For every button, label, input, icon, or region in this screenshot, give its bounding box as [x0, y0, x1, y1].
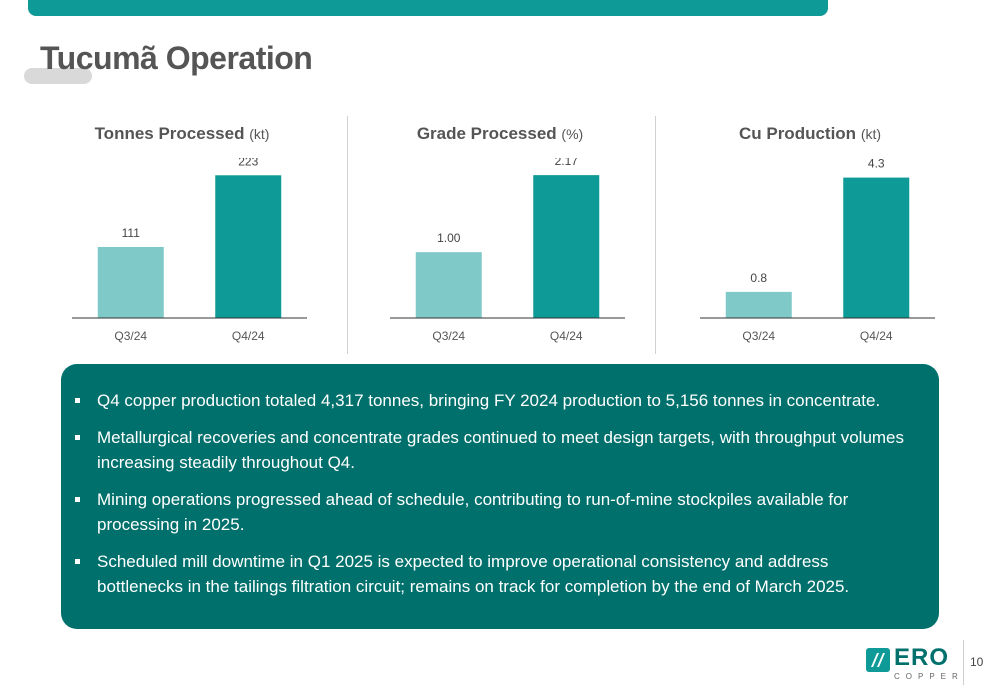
bullet-square-icon: [75, 398, 80, 403]
chart-title: Grade Processed (%): [350, 124, 650, 144]
chart-title-unit: (%): [561, 126, 584, 142]
bullet-square-icon: [75, 559, 80, 564]
chart-title-text: Grade Processed: [416, 124, 557, 143]
chart-title-text: Cu Production: [738, 124, 857, 143]
bar-q3-24: [97, 246, 164, 318]
bar-q4-24: [843, 177, 910, 318]
bullet-text: Metallurgical recoveries and concentrate…: [97, 428, 905, 472]
chart-title-text: Tonnes Processed: [94, 124, 245, 143]
bar-q3-24: [725, 291, 792, 318]
bullet-text: Q4 copper production totaled 4,317 tonne…: [97, 391, 881, 410]
data-label: 223: [238, 158, 258, 168]
data-label: 111: [122, 226, 141, 240]
x-tick-label: Q4/24: [232, 329, 265, 343]
footer-divider: [963, 640, 964, 685]
ero-copper-logo-icon: [866, 648, 890, 672]
x-tick-label: Q3/24: [432, 329, 465, 343]
bullet-item: Metallurgical recoveries and concentrate…: [75, 425, 919, 475]
x-tick-label: Q4/24: [860, 329, 893, 343]
bar-q3-24: [415, 252, 482, 318]
bar-q4-24: [533, 175, 600, 318]
chart-plot: 1.00 Q3/24 2.17 Q4/24: [390, 158, 625, 343]
bullet-item: Q4 copper production totaled 4,317 tonne…: [75, 388, 919, 413]
bullet-square-icon: [75, 497, 80, 502]
chart-plot: 111 Q3/24 223 Q4/24: [72, 158, 307, 343]
title-accent-shape: [24, 68, 92, 84]
data-label: 4.3: [868, 158, 885, 171]
chart-divider: [655, 116, 656, 354]
chart-title-unit: (kt): [860, 126, 882, 142]
top-accent-bar: [28, 0, 828, 16]
chart-divider: [347, 116, 348, 354]
bullet-list: Q4 copper production totaled 4,317 tonne…: [61, 364, 939, 599]
x-tick-label: Q3/24: [742, 329, 775, 343]
data-label: 2.17: [555, 158, 579, 168]
bullet-text: Scheduled mill downtime in Q1 2025 is ex…: [97, 552, 850, 596]
ero-copper-logo: ERO COPPER: [866, 644, 958, 682]
page-title: Tucumã Operation: [40, 40, 313, 76]
chart-tonnes-processed: Tonnes Processed (kt) 111 Q3/24 223 Q4/24: [32, 118, 332, 358]
highlights-box: Q4 copper production totaled 4,317 tonne…: [61, 364, 939, 629]
data-label: 0.8: [750, 271, 767, 285]
data-label: 1.00: [437, 231, 461, 245]
chart-grade-processed: Grade Processed (%) 1.00 Q3/24 2.17 Q4/24: [350, 118, 650, 358]
bullet-text: Mining operations progressed ahead of sc…: [97, 490, 849, 534]
bullet-item: Scheduled mill downtime in Q1 2025 is ex…: [75, 549, 919, 599]
chart-plot: 0.8 Q3/24 4.3 Q4/24: [700, 158, 935, 343]
bar-q4-24: [215, 175, 282, 318]
chart-title: Cu Production (kt): [660, 124, 960, 144]
logo-subtext: COPPER: [894, 672, 964, 681]
x-tick-label: Q3/24: [114, 329, 147, 343]
chart-title: Tonnes Processed (kt): [32, 124, 332, 144]
logo-wordmark: ERO: [894, 644, 950, 671]
x-tick-label: Q4/24: [550, 329, 583, 343]
bullet-item: Mining operations progressed ahead of sc…: [75, 487, 919, 537]
page-number: 10: [970, 655, 984, 669]
bullet-square-icon: [75, 435, 80, 440]
chart-title-unit: (kt): [249, 126, 270, 142]
chart-cu-production: Cu Production (kt) 0.8 Q3/24 4.3 Q4/24: [660, 118, 960, 358]
